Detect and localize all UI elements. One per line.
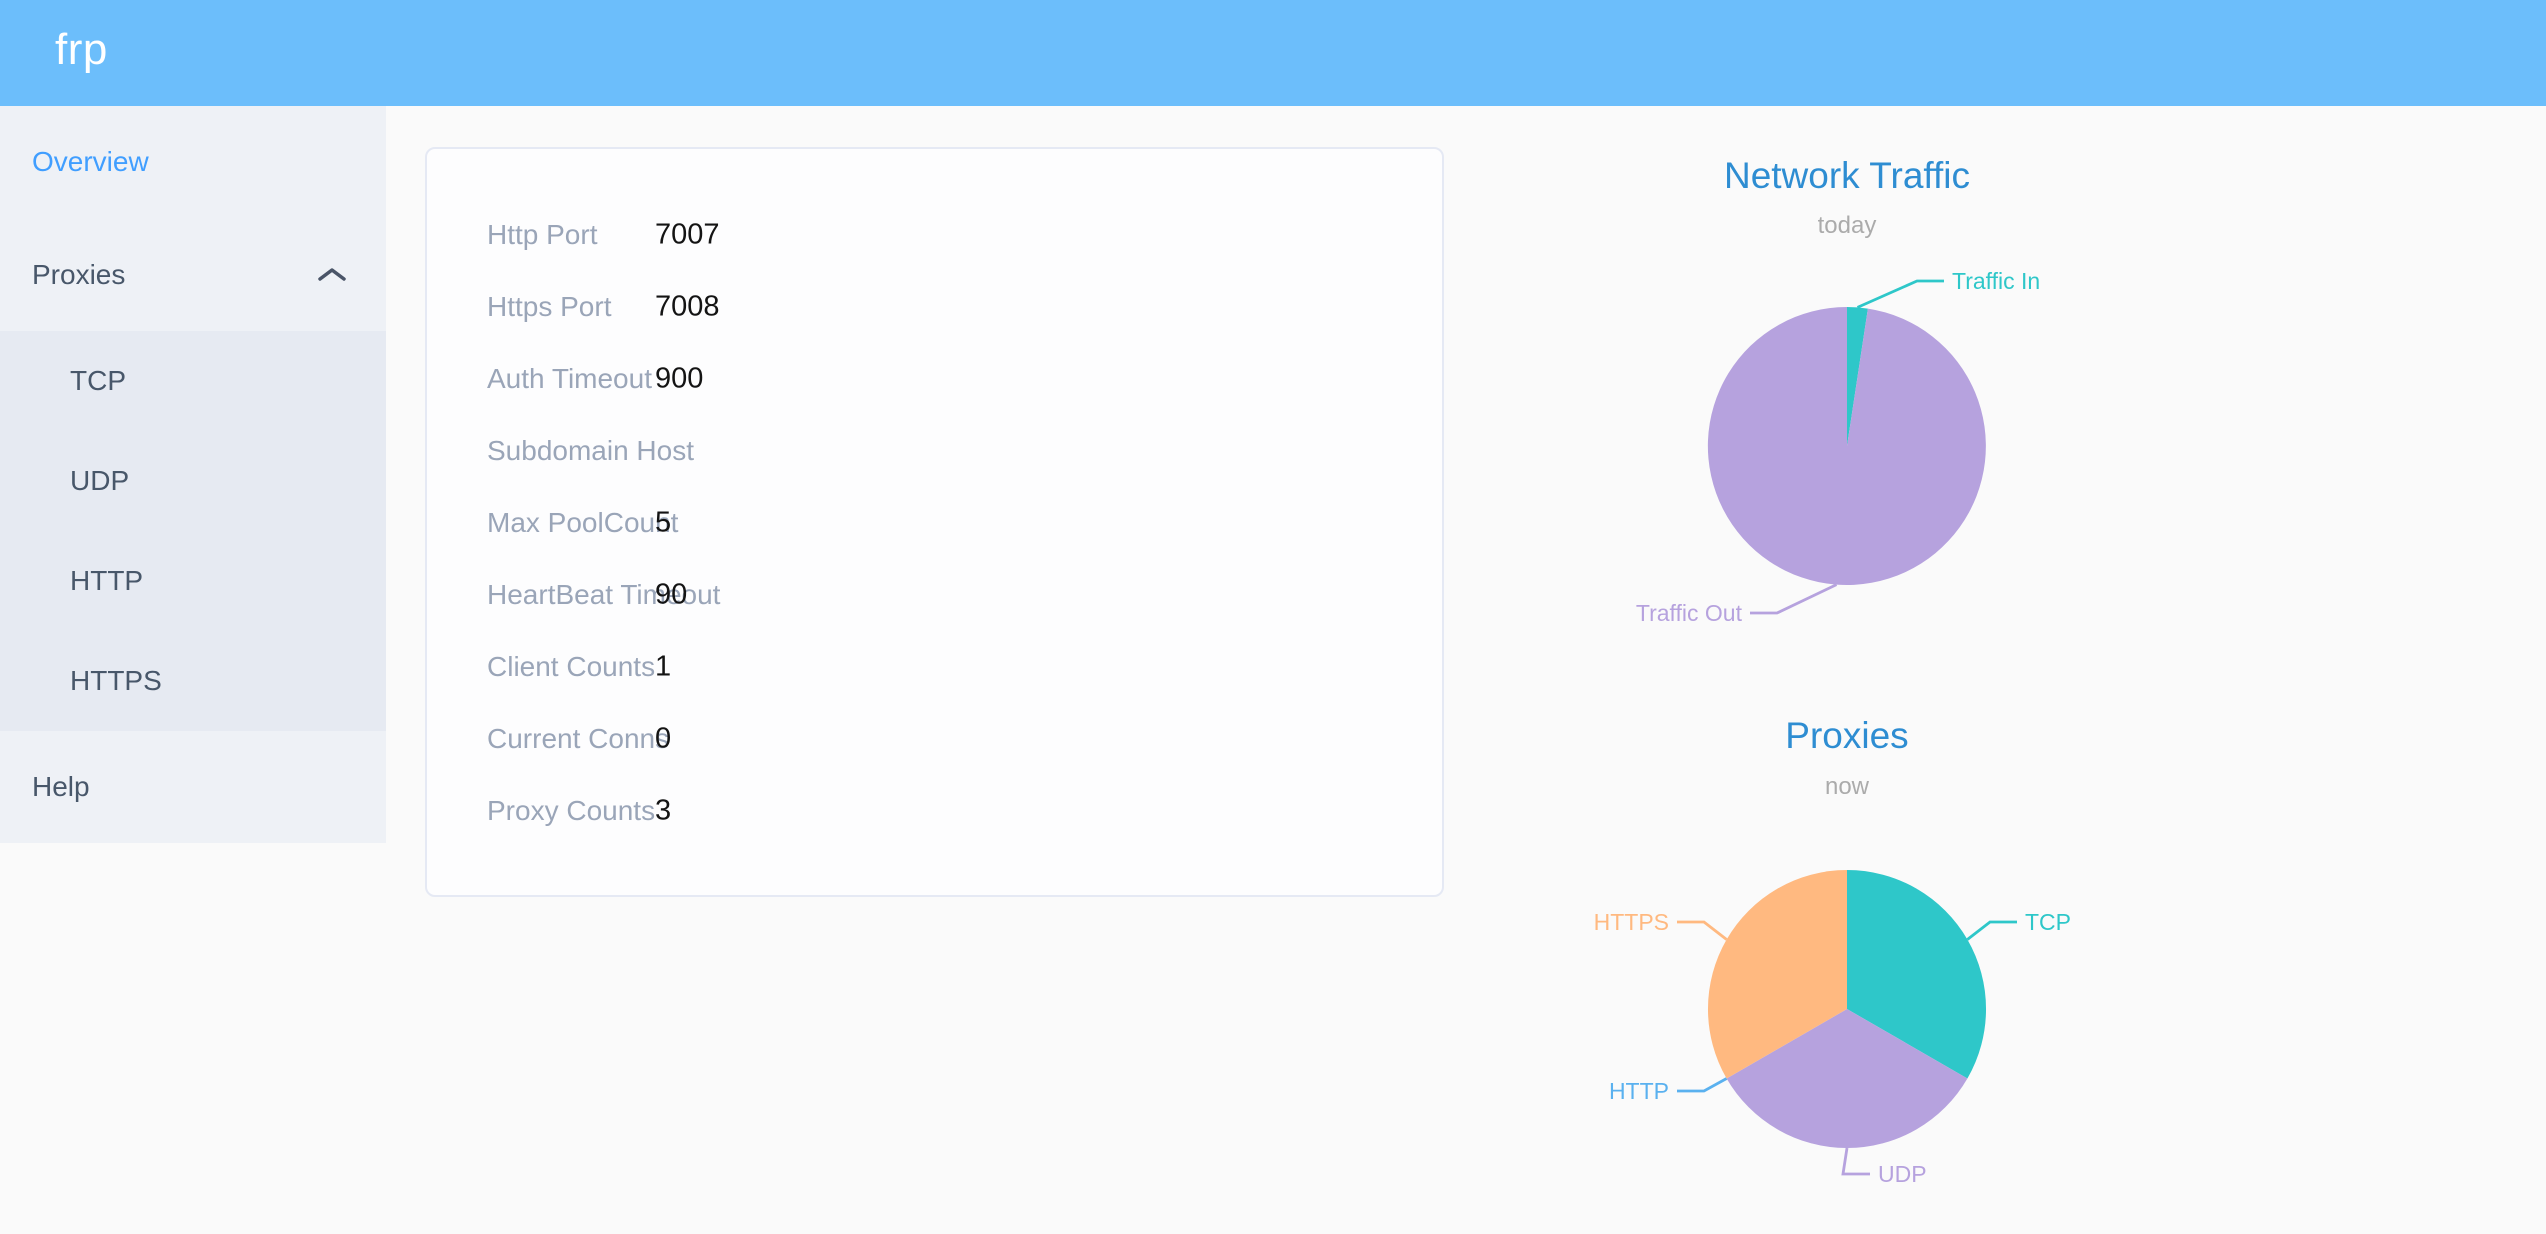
proxies-chart-title: Proxies xyxy=(1785,715,1909,756)
sidebar-item-tcp[interactable]: TCP xyxy=(0,331,386,431)
proxies-chart-subtitle: now xyxy=(1824,773,1870,800)
pie-slice-traffic-in[interactable] xyxy=(1847,307,1868,446)
sidebar-item-https-label: HTTPS xyxy=(70,665,162,696)
overview-row-value: 5 xyxy=(655,506,672,539)
network-traffic-chart-title: Network Traffic xyxy=(1723,155,1971,196)
overview-row-value: 1 xyxy=(655,650,672,683)
overview-row-label: Auth Timeout xyxy=(487,363,652,394)
sidebar: Overview Proxies TCP UDP HTTP HTTPS Help xyxy=(0,106,386,843)
sidebar-item-tcp-label: TCP xyxy=(70,365,126,396)
overview-row-label: HeartBeat Timeout xyxy=(487,579,721,610)
network-traffic-chart-subtitle: today xyxy=(1817,212,1877,239)
sidebar-item-https[interactable]: HTTPS xyxy=(0,631,386,731)
chevron-up-icon xyxy=(318,267,346,283)
sidebar-item-proxies[interactable]: Proxies xyxy=(0,218,386,331)
sidebar-item-help[interactable]: Help xyxy=(0,731,386,843)
pie-label-http: HTTP xyxy=(1609,1078,1669,1104)
sidebar-proxies-submenu: TCP UDP HTTP HTTPS xyxy=(0,331,386,731)
overview-row-label: Max PoolCount xyxy=(487,507,679,538)
sidebar-item-proxies-label: Proxies xyxy=(32,258,126,290)
pie-label-udp: UDP xyxy=(1878,1161,1927,1187)
sidebar-item-overview[interactable]: Overview xyxy=(0,106,386,218)
overview-row: Subdomain Host xyxy=(427,415,1442,487)
overview-row-label: Proxy Counts xyxy=(487,795,656,826)
sidebar-item-overview-label: Overview xyxy=(32,146,149,177)
overview-row: Current Conns 0 xyxy=(427,703,1442,775)
pie-label-line-udp xyxy=(1841,1147,1870,1176)
overview-row: HeartBeat Timeout 90 xyxy=(427,559,1442,631)
overview-row: Https Port 7008 xyxy=(427,271,1442,343)
pie-slice-tcp[interactable] xyxy=(1847,870,1987,1079)
sidebar-item-http-label: HTTP xyxy=(70,565,144,596)
overview-row-label: Subdomain Host xyxy=(487,435,695,466)
pie-label-line-https xyxy=(1677,920,1728,941)
overview-row-value: 900 xyxy=(655,362,704,395)
overview-row-label: Http Port xyxy=(487,219,598,250)
pie-label-line-traffic-in xyxy=(1856,279,1944,309)
overview-row: Proxy Counts 3 xyxy=(427,775,1442,847)
sidebar-item-help-label: Help xyxy=(32,771,90,802)
sidebar-item-udp[interactable]: UDP xyxy=(0,431,386,531)
pie-label-tcp: TCP xyxy=(2025,909,2071,935)
pie-label-line-traffic-out xyxy=(1750,583,1838,615)
overview-row-label: Client Counts xyxy=(487,651,656,682)
overview-row: Client Counts 1 xyxy=(427,631,1442,703)
overview-row: Max PoolCount 5 xyxy=(427,487,1442,559)
app-header: frp xyxy=(0,0,2546,106)
overview-row-label: Https Port xyxy=(487,291,612,322)
pie-slice-https[interactable] xyxy=(1707,870,1847,1079)
overview-row-value: 7007 xyxy=(655,218,720,251)
pie-slice-udp[interactable] xyxy=(1726,1009,1968,1149)
overview-row: Auth Timeout 900 xyxy=(427,343,1442,415)
overview-row-value: 90 xyxy=(655,578,688,611)
pie-slice-traffic-out[interactable] xyxy=(1707,306,1986,585)
overview-row-label: Current Conns xyxy=(487,723,670,754)
app-logo: frp xyxy=(55,25,108,74)
overview-row-value: 7008 xyxy=(655,290,720,323)
overview-row: Http Port 7007 xyxy=(427,199,1442,271)
sidebar-item-http[interactable]: HTTP xyxy=(0,531,386,631)
pie-label-traffic-in: Traffic In xyxy=(1952,268,2040,294)
overview-row-value: 0 xyxy=(655,722,672,755)
sidebar-item-udp-label: UDP xyxy=(70,465,130,496)
pie-label-line-tcp xyxy=(1966,920,2017,941)
overview-row-value: 3 xyxy=(655,794,672,827)
pie-label-https: HTTPS xyxy=(1594,909,1669,935)
pie-label-traffic-out: Traffic Out xyxy=(1636,600,1743,626)
overview-card-rows: Http Port 7007 Https Port 7008 Auth Timeout 9… xyxy=(427,199,1442,847)
server-info-card: Http Port 7007 Https Port 7008 Auth Timeout 9… xyxy=(425,147,1444,897)
pie-label-line-http xyxy=(1677,1077,1728,1093)
